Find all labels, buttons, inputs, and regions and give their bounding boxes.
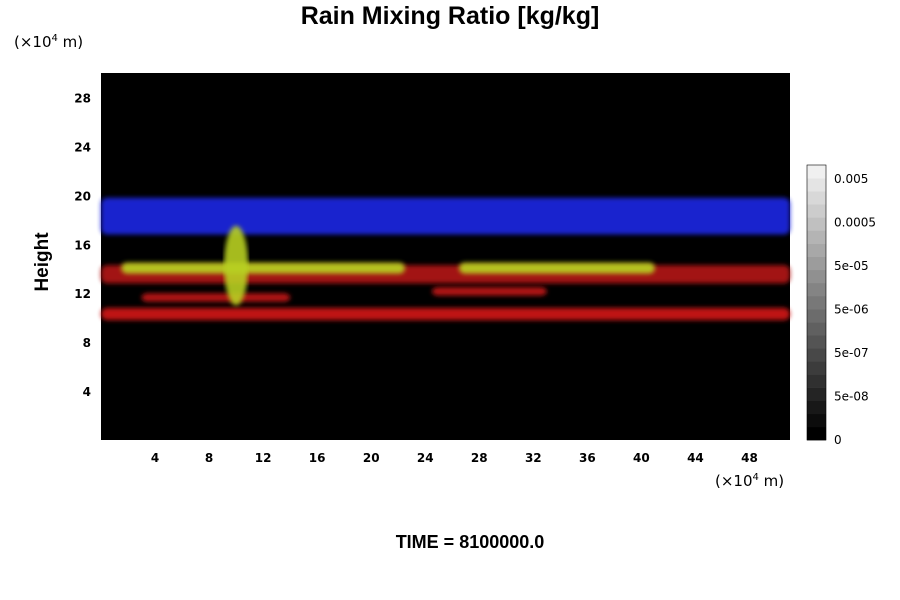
- colorbar-swatch: [807, 335, 826, 349]
- colorbar-label: 5e-07: [834, 346, 869, 360]
- colorbar-swatch: [807, 309, 826, 323]
- colorbar-swatch: [807, 413, 826, 428]
- colorbar-swatch: [807, 426, 826, 441]
- colorbar-swatch: [807, 361, 826, 375]
- y-tick-label: 16: [74, 238, 91, 252]
- x-tick-label: 24: [417, 451, 434, 465]
- colorbar-frame: [806, 164, 827, 441]
- x-tick-label: 8: [205, 451, 213, 465]
- colorbar-swatch: [807, 387, 826, 402]
- x-unit-suffix: m): [758, 472, 785, 490]
- x-axis-ticks: 4 8 12 16 20 24 28 32 36 40 44 48: [151, 451, 758, 465]
- x-tick-label: 20: [363, 451, 380, 465]
- colorbar-swatch: [807, 256, 826, 271]
- x-tick-label: 4: [151, 451, 159, 465]
- colorbar-swatch: [807, 269, 826, 284]
- data-layer: [101, 197, 790, 321]
- y-axis-ticks: 4 8 12 16 20 24 28: [74, 91, 91, 399]
- x-tick-label: 36: [579, 451, 596, 465]
- colorbar-swatch: [807, 165, 826, 179]
- x-tick-label: 16: [309, 451, 326, 465]
- chart-title: Rain Mixing Ratio [kg/kg]: [300, 2, 600, 30]
- colorbar-label: 0: [834, 433, 842, 447]
- time-label: TIME = 8100000.0: [395, 532, 545, 552]
- colorbar-swatch: [807, 178, 826, 192]
- colorbar-label: 5e-05: [834, 259, 869, 273]
- colorbar-label: 0.005: [834, 172, 868, 186]
- plot-area: [101, 73, 790, 440]
- colorbar-swatch: [807, 374, 826, 388]
- colorbar-swatch: [807, 191, 826, 205]
- x-tick-label: 32: [525, 451, 542, 465]
- colorbar: 0 5e-08 5e-07 5e-06 5e-05 0.0005 0.005: [806, 164, 876, 447]
- convective-plume: [224, 225, 249, 306]
- y-tick-label: 20: [74, 189, 91, 203]
- colorbar-swatch: [807, 230, 826, 244]
- y-tick-label: 8: [83, 336, 91, 350]
- colorbar-label: 0.0005: [834, 216, 876, 230]
- colorbar-swatch: [807, 217, 826, 231]
- x-tick-label: 44: [687, 451, 704, 465]
- colorbar-swatch: [807, 243, 826, 257]
- colorbar-swatch: [807, 400, 826, 415]
- x-unit-exponent: 4: [752, 472, 759, 483]
- colorbar-swatch: [807, 322, 826, 336]
- x-tick-label: 28: [471, 451, 488, 465]
- colorbar-label: 5e-06: [834, 303, 869, 317]
- x-unit-prefix: (×10: [715, 472, 753, 490]
- y-axis-unit: (×104 m): [14, 33, 83, 51]
- x-tick-label: 40: [633, 451, 650, 465]
- y-tick-label: 24: [74, 140, 91, 154]
- colorbar-label: 5e-08: [834, 390, 869, 404]
- y-unit-exponent: 4: [51, 33, 58, 44]
- field-band-5: [141, 293, 291, 302]
- colorbar-swatch: [807, 295, 826, 310]
- field-band-4: [459, 262, 655, 274]
- colorbar-swatch: [807, 348, 826, 362]
- y-unit-suffix: m): [57, 33, 84, 51]
- x-axis-unit: (×104 m): [715, 472, 784, 490]
- field-band-0: [101, 197, 790, 235]
- field-band-3: [121, 262, 405, 274]
- y-tick-label: 4: [83, 385, 91, 399]
- colorbar-swatch: [807, 204, 826, 218]
- field-band-1: [101, 307, 790, 321]
- colorbar-swatch: [807, 282, 826, 297]
- x-tick-label: 12: [255, 451, 272, 465]
- x-tick-label: 48: [741, 451, 758, 465]
- y-unit-prefix: (×10: [14, 33, 52, 51]
- field-band-6: [431, 287, 547, 296]
- y-tick-label: 12: [74, 287, 91, 301]
- y-tick-label: 28: [74, 91, 91, 105]
